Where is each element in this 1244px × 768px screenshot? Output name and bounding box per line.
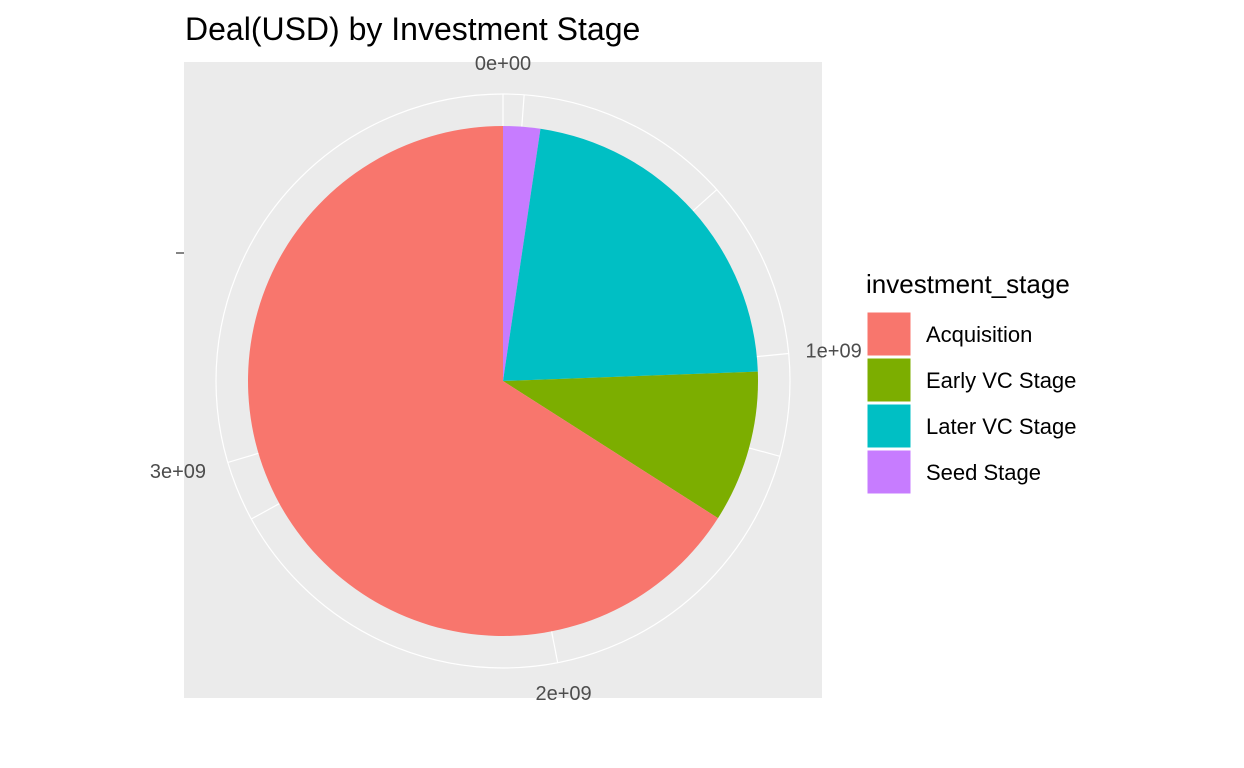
legend-label: Acquisition [926, 322, 1032, 347]
legend-items: Acquisition Early VC Stage Later VC Stage S… [866, 311, 1076, 495]
legend-key [866, 357, 912, 403]
slices-layer [248, 126, 758, 636]
legend-key [866, 311, 912, 357]
axis-tick-label: 1e+09 [806, 341, 862, 363]
pie-slice-later-vc-stage [503, 128, 758, 381]
legend-key [866, 403, 912, 449]
chart-title: Deal(USD) by Investment Stage [185, 11, 640, 47]
pie-slice-acquisition [248, 126, 718, 636]
legend-label: Early VC Stage [926, 368, 1076, 393]
axis-tick-label: 3e+09 [150, 461, 206, 483]
legend-label: Seed Stage [926, 460, 1041, 485]
legend: investment_stage Acquisition Early VC Sta… [866, 269, 1076, 495]
axis-tick-label: 0e+00 [475, 53, 531, 75]
legend-label: Later VC Stage [926, 414, 1076, 439]
legend-title: investment_stage [866, 269, 1070, 299]
pie-slice-early-vc-stage [503, 371, 758, 519]
axis-tick-label: 2e+09 [536, 683, 592, 705]
legend-key [866, 449, 912, 495]
pie-slice-seed-stage [503, 126, 541, 381]
ticks-layer: 0e+00 1e+09 2e+09 3e+09 [150, 53, 862, 705]
